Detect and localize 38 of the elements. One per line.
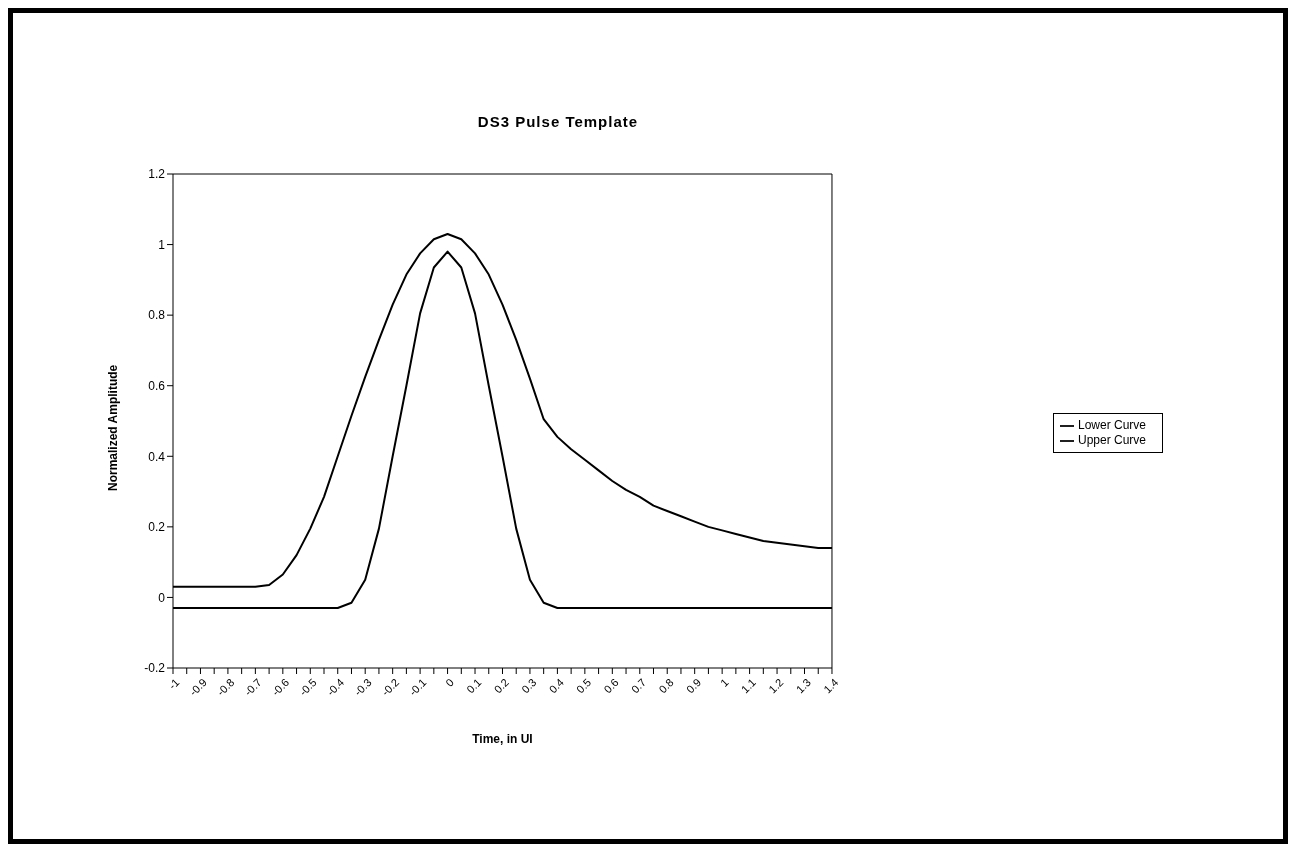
x-tick-label: 0.7 — [628, 676, 649, 696]
x-tick-label: -0.6 — [269, 676, 292, 698]
x-tick-label: 1.1 — [738, 676, 759, 696]
y-tick-label: 1 — [158, 237, 166, 252]
x-tick-label: -0.4 — [324, 676, 347, 698]
x-tick-label: 1.2 — [766, 676, 786, 696]
x-tick-label: -0.2 — [379, 676, 402, 698]
x-tick-label: -1 — [166, 676, 182, 692]
chart-title: DS3 Pulse Template — [476, 113, 640, 130]
legend-label: Upper Curve — [1077, 433, 1146, 447]
legend-label: Lower Curve — [1077, 418, 1146, 433]
y-axis-title: Normalized Amplitude — [106, 364, 121, 491]
x-tick-label: -0.1 — [406, 676, 429, 698]
x-tick-label: 0.4 — [546, 676, 566, 696]
x-tick-label: 0 — [443, 676, 457, 689]
x-axis-title: Time, in UI — [472, 732, 533, 746]
x-tick-label: 0.8 — [656, 676, 676, 696]
x-tick-label: 0.5 — [574, 676, 594, 696]
y-tick-label: 0.6 — [148, 378, 166, 393]
x-tick-label: -0.9 — [187, 676, 209, 698]
x-tick-label: -0.7 — [241, 676, 264, 698]
x-tick-label: 0.6 — [601, 676, 621, 696]
x-tick-label: -0.5 — [296, 676, 319, 698]
x-tick-label: 1 — [717, 676, 731, 689]
x-tick-label: 1.4 — [821, 676, 841, 696]
y-tick-label: 0.4 — [148, 449, 166, 464]
x-tick-label: 0.2 — [491, 676, 511, 696]
x-tick-label: 0.1 — [464, 676, 484, 696]
y-tick-label: -0.2 — [144, 661, 166, 676]
y-tick-label: 0.8 — [148, 308, 166, 323]
x-tick-label: 1.3 — [793, 676, 813, 696]
y-tick-label: 1.2 — [148, 167, 166, 182]
x-tick-label: -0.3 — [351, 676, 374, 698]
y-tick-label: 0 — [158, 590, 166, 605]
x-tick-label: -0.8 — [214, 676, 237, 698]
y-tick-label: 0.2 — [148, 520, 166, 535]
x-tick-label: 0.3 — [519, 676, 539, 696]
x-tick-label: 0.9 — [683, 676, 704, 696]
